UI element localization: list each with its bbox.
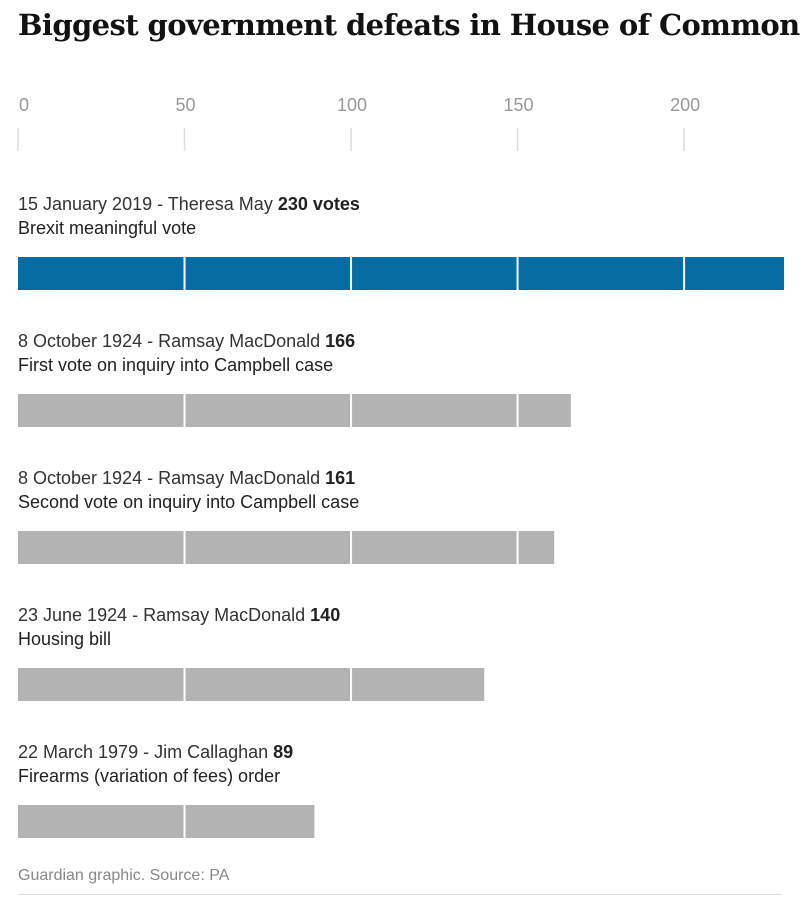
- row-value-label: 166: [325, 331, 355, 351]
- row-vote-label: Brexit meaningful vote: [18, 218, 196, 238]
- row-vote-label: Firearms (variation of fees) order: [18, 766, 280, 786]
- chart-rows: 15 January 2019 - Theresa May 230 votes B…: [18, 194, 784, 839]
- bar: [18, 805, 315, 838]
- x-tick-label: 0: [19, 95, 29, 115]
- row-heading: 15 January 2019 - Theresa May 230 votes: [18, 194, 360, 214]
- source-note: Guardian graphic. Source: PA: [18, 867, 230, 884]
- row-value-label: 89: [273, 742, 293, 762]
- row-value-label: 140: [310, 605, 340, 625]
- row-value-label: 230 votes: [278, 194, 360, 214]
- row-vote-label: Second vote on inquiry into Campbell cas…: [18, 492, 359, 512]
- chart-row: 15 January 2019 - Theresa May 230 votes B…: [18, 194, 784, 291]
- row-date-pm: 15 January 2019 - Theresa May: [18, 194, 278, 214]
- x-tick-label: 50: [176, 95, 196, 115]
- chart-row: 22 March 1979 - Jim Callaghan 89 Firearms…: [18, 742, 315, 839]
- chart-title: Biggest government defeats in House of C…: [18, 8, 800, 42]
- bar: [18, 668, 485, 701]
- row-heading: 8 October 1924 - Ramsay MacDonald 166: [18, 331, 355, 351]
- row-date-pm: 22 March 1979 - Jim Callaghan: [18, 742, 273, 762]
- row-date-pm: 23 June 1924 - Ramsay MacDonald: [18, 605, 310, 625]
- x-axis: 0 50 100 150 200: [17, 95, 700, 151]
- row-heading: 23 June 1924 - Ramsay MacDonald 140: [18, 605, 340, 625]
- row-vote-label: Housing bill: [18, 629, 111, 649]
- row-value-label: 161: [325, 468, 355, 488]
- bar: [18, 257, 784, 290]
- row-date-pm: 8 October 1924 - Ramsay MacDonald: [18, 468, 325, 488]
- x-tick-label: 100: [337, 95, 367, 115]
- row-date-pm: 8 October 1924 - Ramsay MacDonald: [18, 331, 325, 351]
- chart-row: 8 October 1924 - Ramsay MacDonald 166 Fir…: [18, 331, 571, 428]
- chart-row: 8 October 1924 - Ramsay MacDonald 161 Sec…: [18, 468, 555, 565]
- bottom-divider: [18, 894, 782, 895]
- bar: [18, 394, 571, 427]
- bar: [18, 531, 555, 564]
- chart-row: 23 June 1924 - Ramsay MacDonald 140 Housi…: [18, 605, 485, 702]
- x-tick-label: 200: [670, 95, 700, 115]
- x-tick-label: 150: [504, 95, 534, 115]
- row-heading: 22 March 1979 - Jim Callaghan 89: [18, 742, 293, 762]
- row-heading: 8 October 1924 - Ramsay MacDonald 161: [18, 468, 355, 488]
- row-vote-label: First vote on inquiry into Campbell case: [18, 355, 333, 375]
- bar-chart: 0 50 100 150 200 15 January 2019 - Theresa M…: [17, 95, 784, 839]
